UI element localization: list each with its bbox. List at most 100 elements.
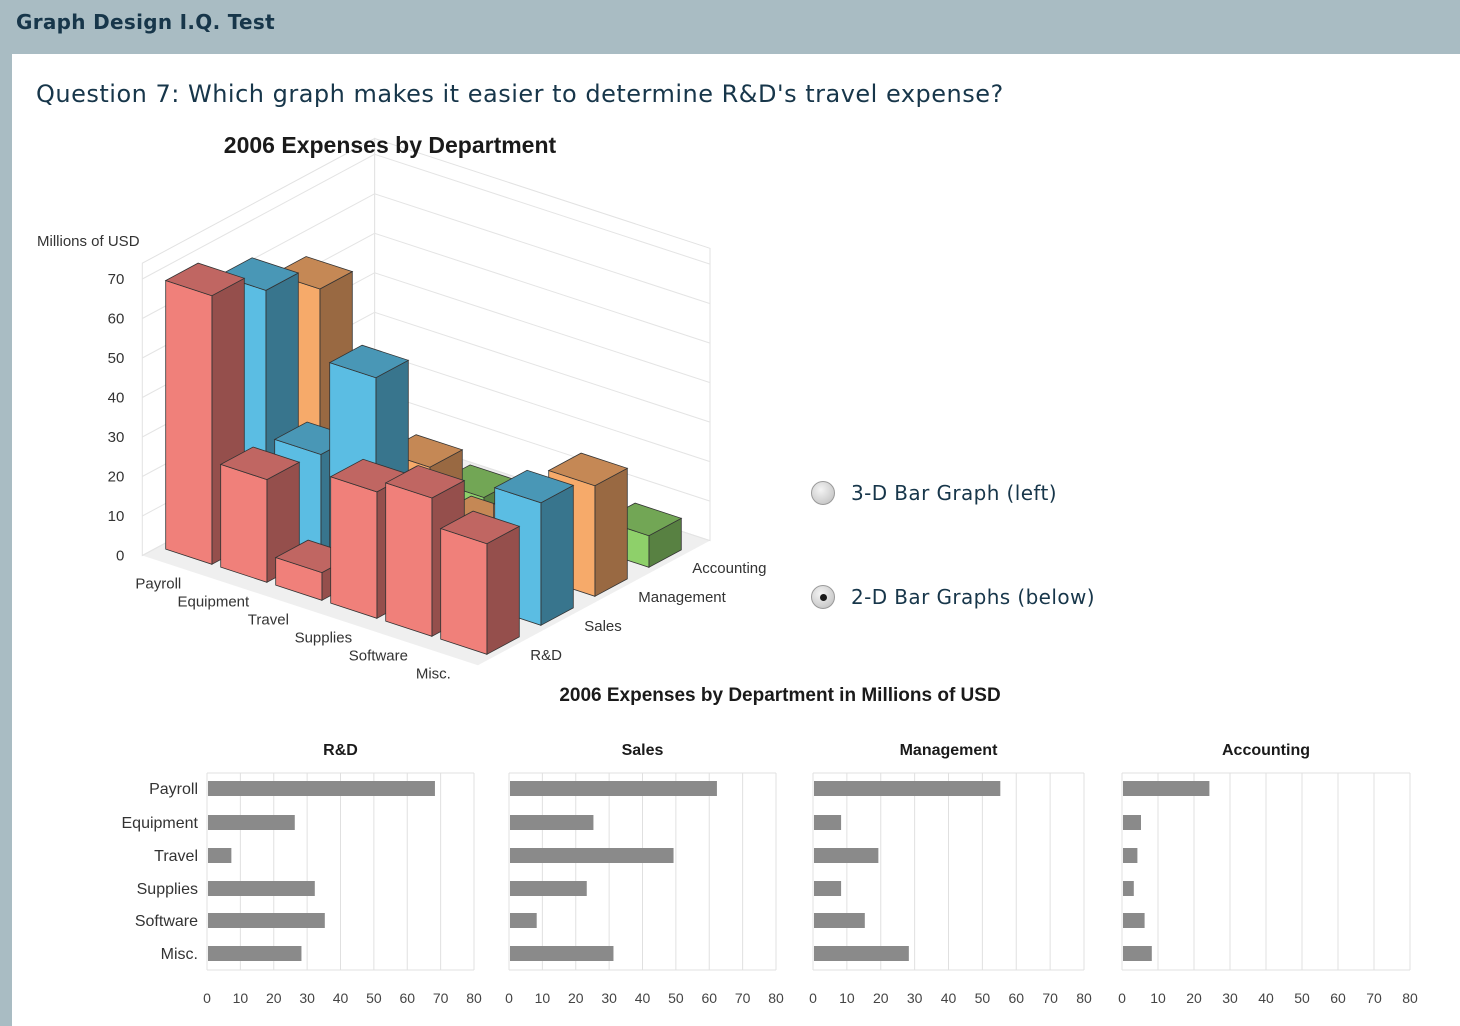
panel-xtick: 10: [1150, 990, 1166, 1006]
bar-2d-sales-software: [510, 913, 537, 928]
bar-2d-rd-software: [208, 913, 325, 928]
panel-xtick: 60: [399, 990, 415, 1006]
bar-2d-rd-equipment: [208, 815, 295, 830]
bar-2d-accounting-equipment: [1123, 815, 1141, 830]
chart-3d-ytick: 10: [108, 508, 125, 525]
panel-xtick: 0: [203, 990, 211, 1006]
panel-management: Management 0 10 20 30 40 50 60 70 80: [809, 742, 1092, 1006]
panel-xtick: 0: [809, 990, 817, 1006]
panel-xtick: 80: [768, 990, 784, 1006]
panel-sales: Sales 0 10 20 30 40 50 60 70 80: [505, 742, 784, 1006]
bar-3d-top: [439, 510, 521, 545]
panel-xtick: 40: [635, 990, 651, 1006]
option-3d-label: 3-D Bar Graph (left): [851, 481, 1057, 505]
chart-3d-category-label: Supplies: [295, 630, 353, 647]
panel-xtick: 50: [975, 990, 991, 1006]
chart-2d-category-label: Travel: [154, 848, 198, 865]
bar-2d-accounting-software: [1123, 913, 1145, 928]
chart-3d-ytick: 30: [108, 429, 125, 446]
chart-3d-title: 2006 Expenses by Department: [224, 132, 557, 158]
chart-3d-series-label: Sales: [584, 618, 622, 635]
panel-xtick: 40: [1258, 990, 1274, 1006]
option-3d-bar-graph[interactable]: 3-D Bar Graph (left): [811, 481, 1057, 505]
bar-3d-top: [219, 446, 301, 481]
panel-xtick: 20: [568, 990, 584, 1006]
panel-xtick: 70: [1042, 990, 1058, 1006]
bar-2d-rd-payroll: [208, 781, 435, 796]
bar-2d-sales-payroll: [510, 781, 717, 796]
panel-title: Accounting: [1222, 742, 1310, 759]
chart-3d-series-label: Accounting: [692, 560, 766, 577]
panel-xtick: 50: [366, 990, 382, 1006]
panel-xtick: 10: [535, 990, 551, 1006]
bar-2d-accounting-supplies: [1123, 881, 1134, 896]
bar-2d-rd-travel: [208, 848, 232, 863]
chart-3d-ytick: 60: [108, 311, 125, 328]
panel-accounting: Accounting 0 10 20 30 40 50 60 70 80: [1118, 742, 1418, 1006]
radio-button-3d[interactable]: [811, 481, 835, 505]
panel-xtick: 80: [1402, 990, 1418, 1006]
panel-xtick: 30: [907, 990, 923, 1006]
panel-title: R&D: [323, 742, 358, 759]
panel-xtick: 70: [735, 990, 751, 1006]
panel-rd: R&D 0 10 20 30 40 50 60 70 80: [203, 742, 482, 1006]
bar-2d-management-payroll: [814, 781, 1001, 796]
panel-xtick: 20: [1186, 990, 1202, 1006]
bar-2d-management-equipment: [814, 815, 842, 830]
bar-2d-accounting-payroll: [1123, 781, 1210, 796]
panel-xtick: 50: [1294, 990, 1310, 1006]
panel-xtick: 20: [873, 990, 889, 1006]
chart-3d-ytick: 20: [108, 469, 125, 486]
bar-3d-top: [384, 465, 466, 499]
panel-xtick: 10: [233, 990, 249, 1006]
panel-xtick: 30: [1222, 990, 1238, 1006]
panel-xtick: 40: [333, 990, 349, 1006]
bar-2d-accounting-travel: [1123, 848, 1138, 863]
chart-3d-category-label: Payroll: [135, 576, 181, 593]
chart-3d-gridline: [142, 153, 711, 280]
question-text: Question 7: Which graph makes it easier …: [36, 80, 1004, 108]
panel-xtick: 60: [1008, 990, 1024, 1006]
chart-3d-category-label: Travel: [248, 612, 289, 629]
panel-title: Sales: [622, 742, 664, 759]
bar-3d-top: [164, 262, 246, 297]
chart-3d-category-label: Software: [349, 648, 408, 665]
chart-3d-category-label: Misc.: [416, 666, 451, 683]
bar-3d-top: [218, 257, 300, 291]
app-title: Graph Design I.Q. Test: [16, 10, 275, 34]
bar-2d-sales-travel: [510, 848, 674, 863]
bar-3d-rd-misc: [439, 510, 521, 655]
chart-2d-category-label: Misc.: [161, 946, 198, 963]
chart-2d-title: 2006 Expenses by Department in Millions …: [559, 685, 1000, 706]
panel-title: Management: [900, 742, 998, 759]
chart-3d-ytick: 70: [108, 271, 125, 288]
panel-xtick: 80: [466, 990, 482, 1006]
chart-3d-ytick: 50: [108, 350, 125, 367]
option-2d-label: 2-D Bar Graphs (below): [851, 585, 1095, 609]
bar-3d-top: [328, 344, 410, 379]
option-2d-bar-graphs[interactable]: 2-D Bar Graphs (below): [811, 585, 1095, 609]
panel-xtick: 70: [1366, 990, 1382, 1006]
chart-3d-ytick: 40: [108, 390, 125, 407]
chart-2d-category-label: Supplies: [137, 881, 198, 898]
bar-3d-top: [272, 256, 354, 290]
chart-2d-category-label: Software: [135, 913, 198, 930]
radio-button-2d[interactable]: [811, 585, 835, 609]
bar-2d-rd-supplies: [208, 881, 315, 896]
bar-2d-sales-equipment: [510, 815, 594, 830]
panel-xtick: 40: [941, 990, 957, 1006]
panel-xtick: 30: [299, 990, 315, 1006]
bar-2d-sales-supplies: [510, 881, 587, 896]
bar-3d-top: [493, 469, 575, 504]
panel-xtick: 0: [1118, 990, 1126, 1006]
panel-xtick: 50: [668, 990, 684, 1006]
chart-3d-series-label: Management: [638, 589, 726, 606]
panel-xtick: 0: [505, 990, 513, 1006]
chart-3d-ylabel: Millions of USD: [37, 233, 140, 250]
chart-3d-ytick: 0: [116, 548, 124, 565]
chart-2d-category-label: Equipment: [122, 815, 199, 832]
chart-2d-category-label: Payroll: [149, 781, 198, 798]
bar-2d-management-misc: [814, 946, 909, 961]
